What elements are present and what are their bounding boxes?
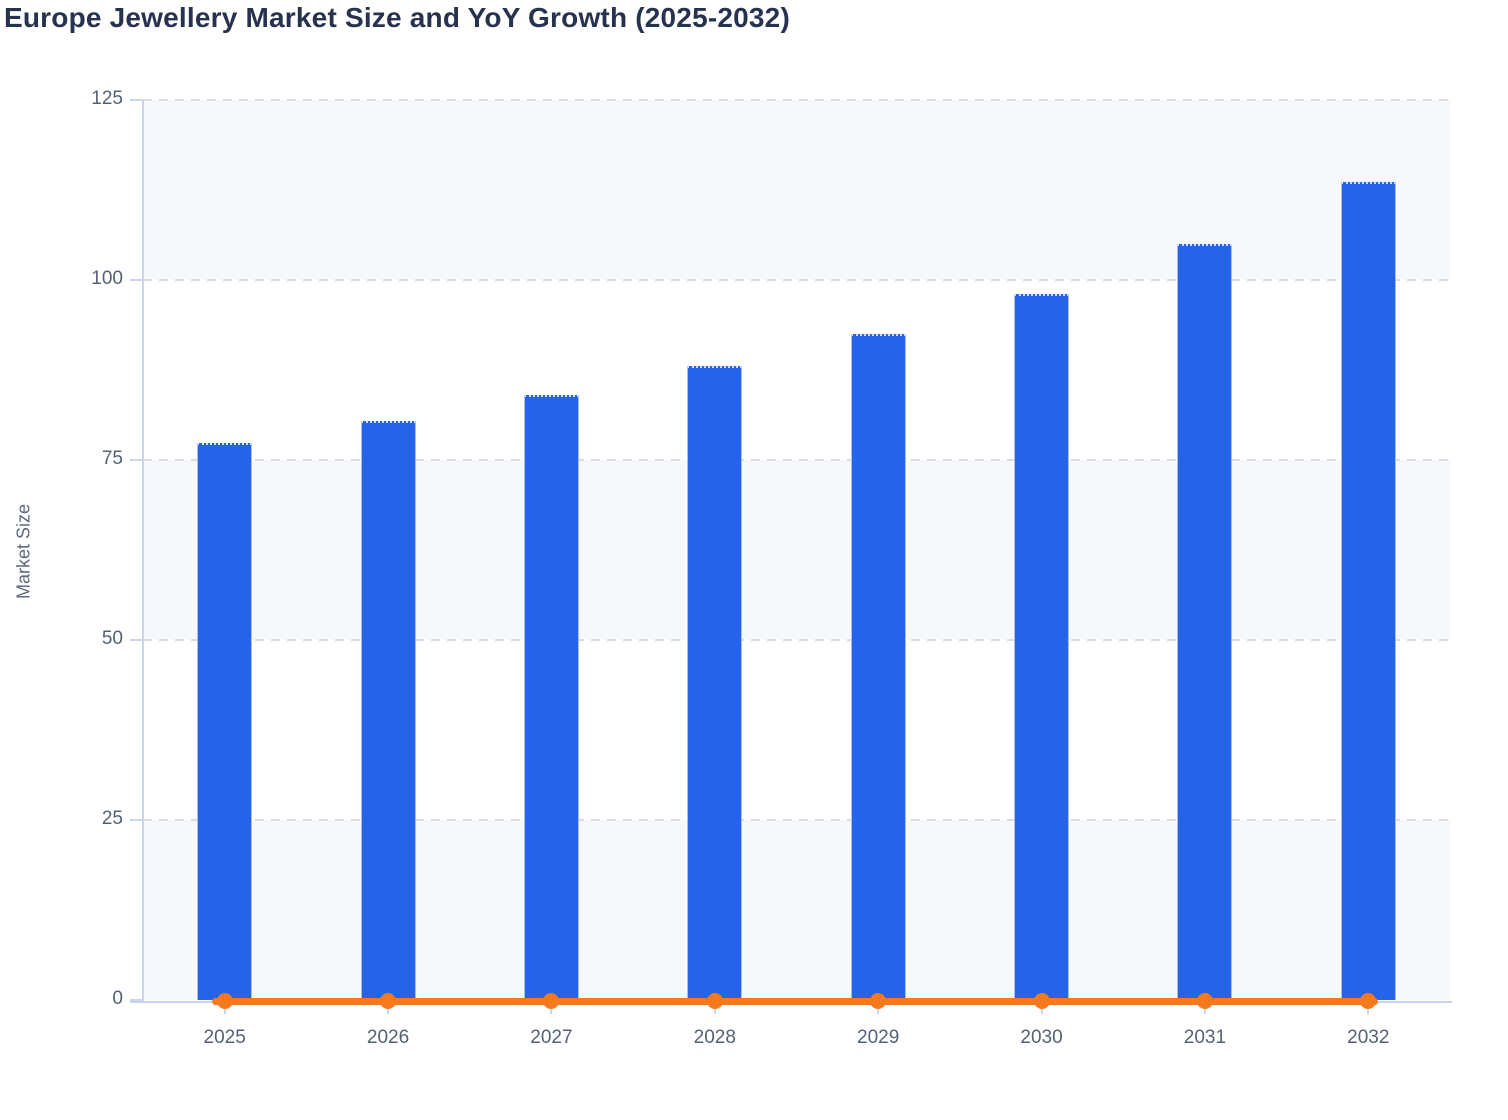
gridline-125 (143, 99, 1450, 101)
gridline-25 (143, 819, 1450, 821)
yoy-growth-point-2025[interactable] (216, 993, 233, 1009)
bar-2027[interactable] (523, 395, 579, 1000)
yoy-growth-point-2032[interactable] (1360, 993, 1377, 1009)
plot-band (143, 820, 1450, 1000)
plot-band (143, 280, 1450, 460)
bar-2029[interactable] (850, 334, 906, 1000)
y-tick-label-50: 50 (101, 628, 123, 649)
x-tick-label-2028: 2028 (693, 1027, 736, 1048)
gridline-100 (143, 279, 1450, 281)
chart-title: Europe Jewellery Market Size and YoY Gro… (4, 2, 790, 33)
y-tick-label-25: 25 (101, 808, 123, 829)
yoy-growth-point-2030[interactable] (1033, 993, 1050, 1009)
y-tick-100 (130, 279, 143, 281)
gridline-50 (143, 639, 1450, 641)
plot-band (143, 640, 1450, 820)
x-tick-label-2027: 2027 (530, 1027, 573, 1048)
bar-2032[interactable] (1340, 182, 1396, 1000)
x-tick-label-2032: 2032 (1347, 1027, 1390, 1048)
bar-2028[interactable] (687, 366, 743, 1000)
y-tick-label-75: 75 (101, 448, 123, 469)
bar-2030[interactable] (1014, 294, 1070, 1000)
y-tick-label-125: 125 (91, 88, 123, 109)
bar-2026[interactable] (360, 421, 416, 1000)
x-tick-label-2030: 2030 (1020, 1027, 1063, 1048)
y-tick-50 (130, 639, 143, 641)
plot-band (143, 100, 1450, 280)
x-tick-label-2026: 2026 (366, 1027, 410, 1048)
yoy-growth-point-2026[interactable] (380, 993, 397, 1009)
y-axis-line (142, 100, 144, 1003)
bar-2025[interactable] (197, 442, 253, 1000)
y-tick-75 (130, 459, 143, 461)
y-tick-0 (130, 999, 143, 1001)
yoy-growth-point-2029[interactable] (870, 993, 887, 1009)
plot-band (143, 460, 1450, 640)
bar-2031[interactable] (1177, 244, 1233, 1000)
x-tick-label-2029: 2029 (857, 1027, 900, 1048)
y-tick-label-100: 100 (91, 268, 123, 289)
yoy-growth-line[interactable] (211, 998, 1379, 1005)
yoy-growth-point-2027[interactable] (543, 993, 560, 1009)
x-tick-label-2031: 2031 (1183, 1027, 1227, 1048)
y-tick-125 (130, 99, 143, 101)
y-tick-25 (130, 819, 143, 821)
x-tick-label-2025: 2025 (203, 1027, 246, 1048)
yoy-growth-point-2028[interactable] (706, 993, 723, 1009)
y-tick-label-0: 0 (112, 988, 123, 1009)
gridline-75 (143, 459, 1450, 461)
yoy-growth-point-2031[interactable] (1196, 993, 1213, 1009)
